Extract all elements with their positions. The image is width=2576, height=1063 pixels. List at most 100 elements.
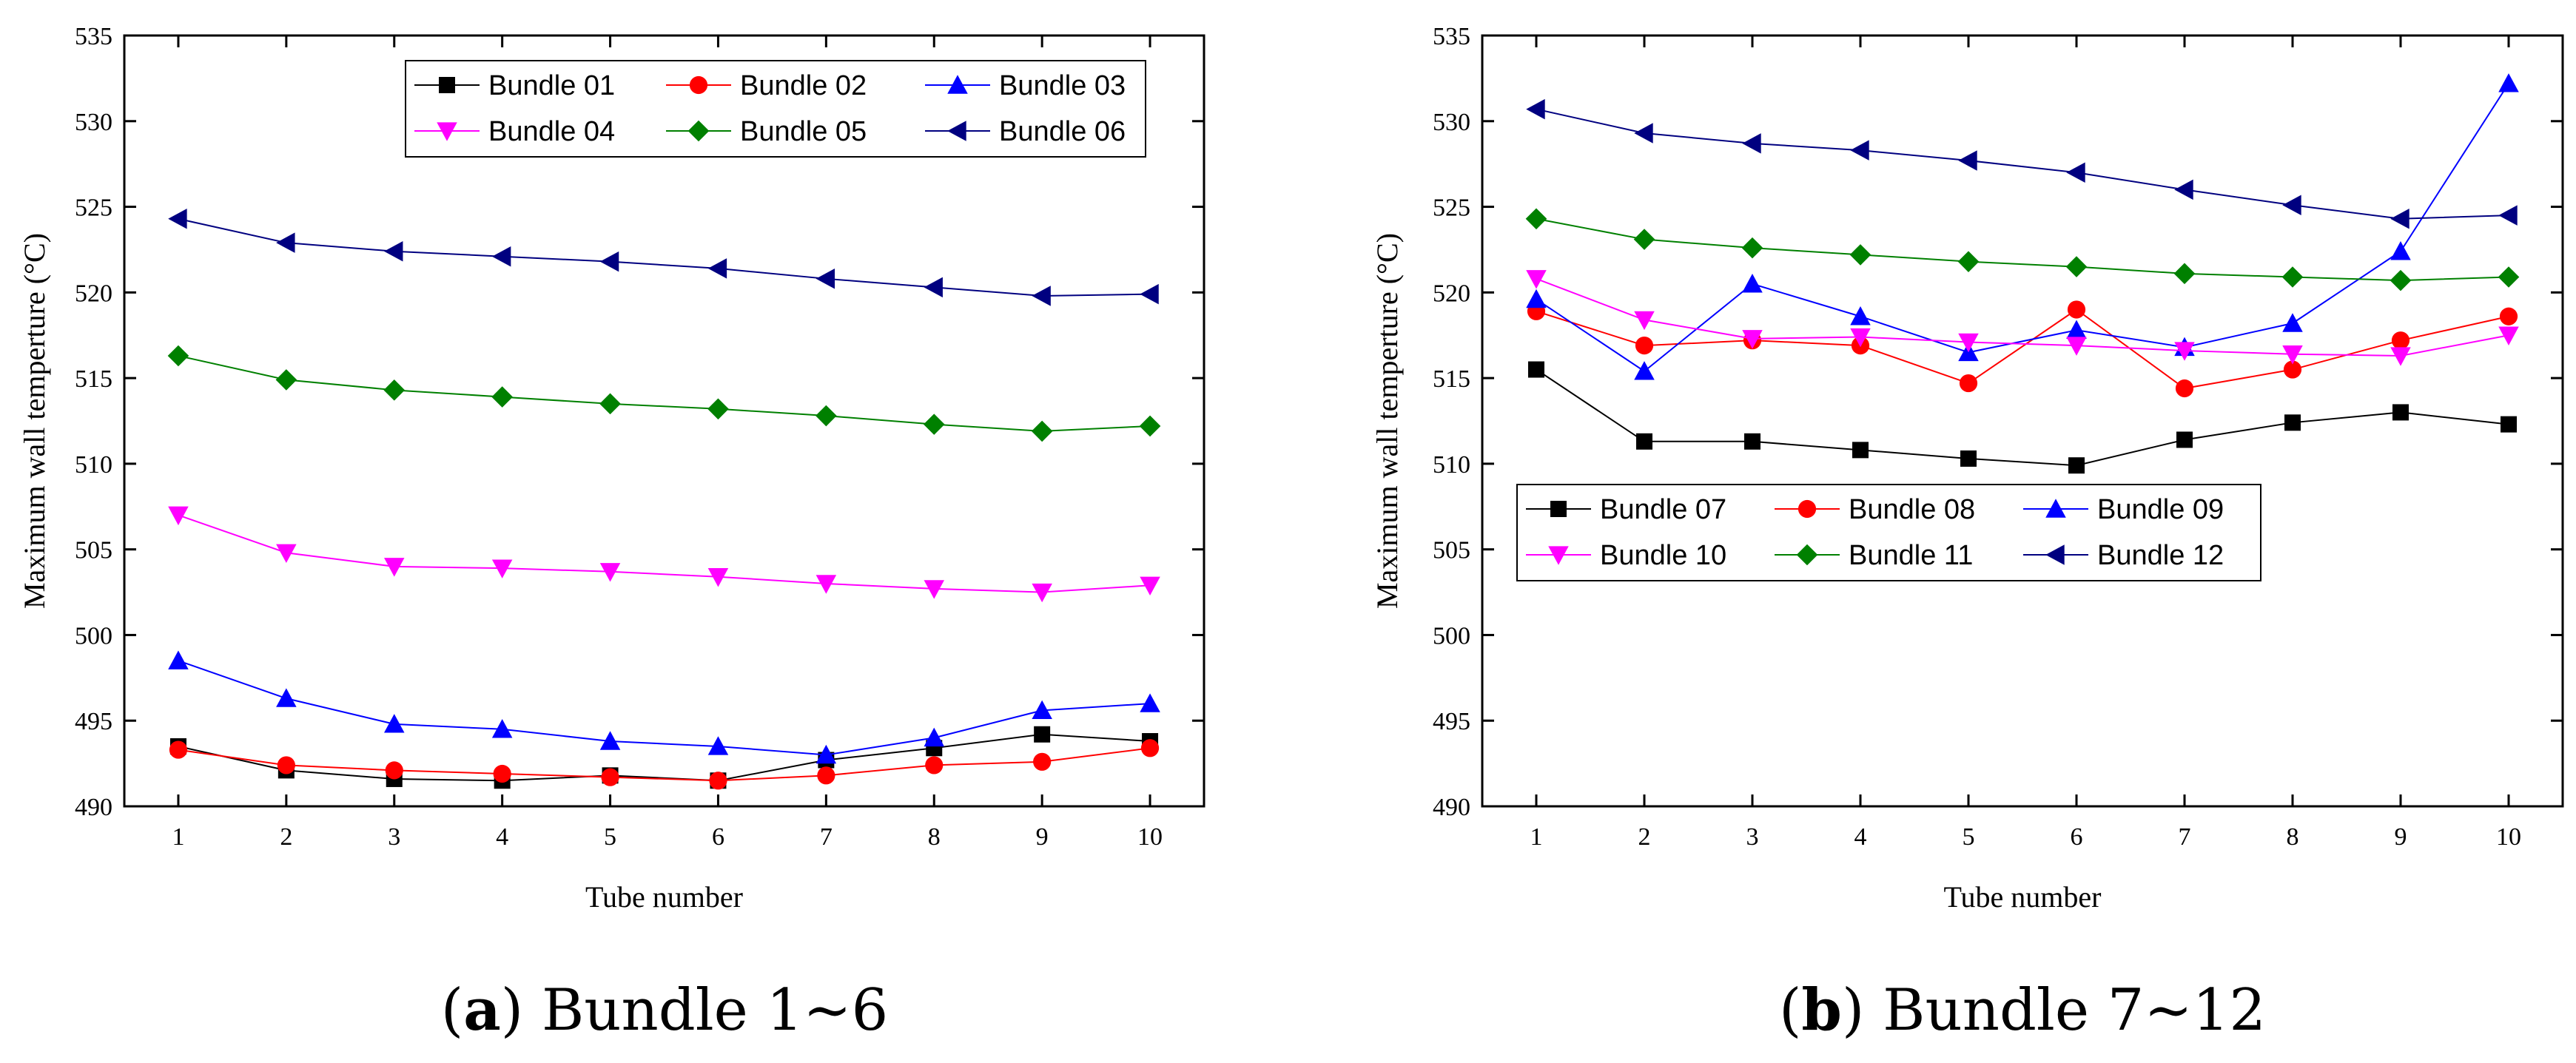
data-point — [2282, 345, 2303, 365]
data-point — [1742, 274, 1763, 293]
data-point — [1634, 123, 1653, 144]
y-tick-label: 515 — [1433, 365, 1470, 393]
legend-marker — [947, 75, 968, 94]
y-tick-label: 530 — [75, 109, 112, 136]
data-point — [168, 650, 189, 669]
legend-entry: Bundle 04 — [488, 116, 615, 147]
x-tick-label: 5 — [604, 823, 616, 851]
x-axis-title: Tube number — [1944, 880, 2102, 914]
data-point — [276, 688, 297, 707]
data-point — [2173, 263, 2196, 285]
data-point — [924, 277, 943, 298]
data-point — [1526, 270, 1547, 289]
data-point — [2283, 360, 2302, 379]
data-point — [1634, 361, 1655, 380]
data-point — [1636, 433, 1652, 450]
legend-entry: Bundle 10 — [1600, 540, 1726, 571]
series-line — [178, 733, 1151, 782]
series-line — [178, 217, 1151, 297]
data-point — [276, 232, 295, 253]
data-point — [277, 756, 295, 775]
legend-marker — [1548, 546, 1569, 565]
data-point — [1525, 208, 1547, 230]
y-axis-title: Maximum wall temperture (°C) — [1371, 233, 1404, 609]
data-point — [1960, 450, 1977, 467]
x-tick-label: 10 — [1137, 823, 1163, 851]
legend-entry: Bundle 12 — [2097, 540, 2224, 571]
x-tick-label: 2 — [1638, 823, 1651, 851]
data-point — [815, 405, 837, 427]
y-tick-label: 515 — [75, 365, 112, 393]
legend-entry: Bundle 09 — [2097, 494, 2224, 525]
x-tick-label: 1 — [172, 823, 184, 851]
legend-marker — [2045, 544, 2065, 565]
y-tick-label: 520 — [75, 280, 112, 307]
data-point — [168, 209, 187, 229]
x-tick-label: 3 — [388, 823, 400, 851]
y-tick-label: 530 — [1433, 109, 1470, 136]
data-point — [2282, 195, 2301, 215]
x-tick-label: 4 — [496, 823, 508, 851]
data-point — [1140, 693, 1160, 712]
data-point — [1741, 237, 1763, 259]
data-point — [491, 719, 513, 738]
data-point — [2066, 320, 2087, 339]
data-point — [707, 258, 727, 279]
y-tick-label: 505 — [75, 537, 112, 564]
data-point — [1850, 328, 1871, 348]
data-point — [707, 398, 729, 420]
data-point — [384, 558, 405, 577]
data-point — [1957, 251, 1980, 272]
series-line — [178, 355, 1151, 432]
data-point — [1635, 337, 1654, 355]
data-point — [1032, 700, 1052, 720]
data-point — [2391, 331, 2410, 350]
x-tick-label: 8 — [928, 823, 941, 851]
data-point — [2390, 269, 2412, 291]
caption-letter: a — [463, 976, 501, 1044]
legend-entry: Bundle 05 — [740, 116, 867, 147]
data-point — [1742, 330, 1763, 349]
y-tick-label: 495 — [75, 708, 112, 735]
data-point — [1528, 361, 1544, 378]
x-tick-label: 6 — [712, 823, 724, 851]
y-tick-label: 490 — [1433, 794, 1470, 821]
x-tick-label: 3 — [1746, 823, 1759, 851]
data-point — [1034, 726, 1051, 743]
data-point — [385, 761, 403, 780]
data-point — [925, 756, 944, 775]
data-point — [599, 563, 621, 582]
y-tick-label: 495 — [1433, 708, 1470, 735]
series-line — [178, 747, 1151, 782]
data-point — [2498, 205, 2518, 226]
legend-entry: Bundle 02 — [740, 70, 867, 101]
data-point — [168, 506, 189, 526]
data-point — [2174, 342, 2195, 361]
data-point — [599, 251, 619, 272]
data-point — [491, 386, 513, 408]
data-point — [491, 246, 511, 267]
data-point — [1032, 286, 1051, 306]
data-point — [815, 744, 837, 764]
y-tick-label: 525 — [1433, 195, 1470, 222]
plot-frame — [123, 34, 1205, 808]
data-point — [169, 740, 188, 759]
x-tick-label: 8 — [2287, 823, 2299, 851]
legend-marker — [1798, 499, 1817, 519]
data-point — [2390, 347, 2411, 366]
data-point — [2392, 404, 2409, 421]
legend-entry: Bundle 03 — [999, 70, 1126, 101]
data-point — [2498, 326, 2519, 345]
data-point — [1033, 752, 1052, 771]
x-axis-title: Tube number — [585, 880, 743, 914]
data-point — [1742, 133, 1761, 154]
data-point — [1850, 306, 1871, 325]
series-line — [1536, 108, 2509, 220]
series-line — [1536, 217, 2509, 282]
y-tick-label: 490 — [75, 794, 112, 821]
data-point — [2499, 307, 2518, 325]
data-point — [1958, 333, 1979, 353]
panel-caption: (a) Bundle 1~6 — [441, 976, 888, 1044]
series-line — [178, 660, 1151, 756]
